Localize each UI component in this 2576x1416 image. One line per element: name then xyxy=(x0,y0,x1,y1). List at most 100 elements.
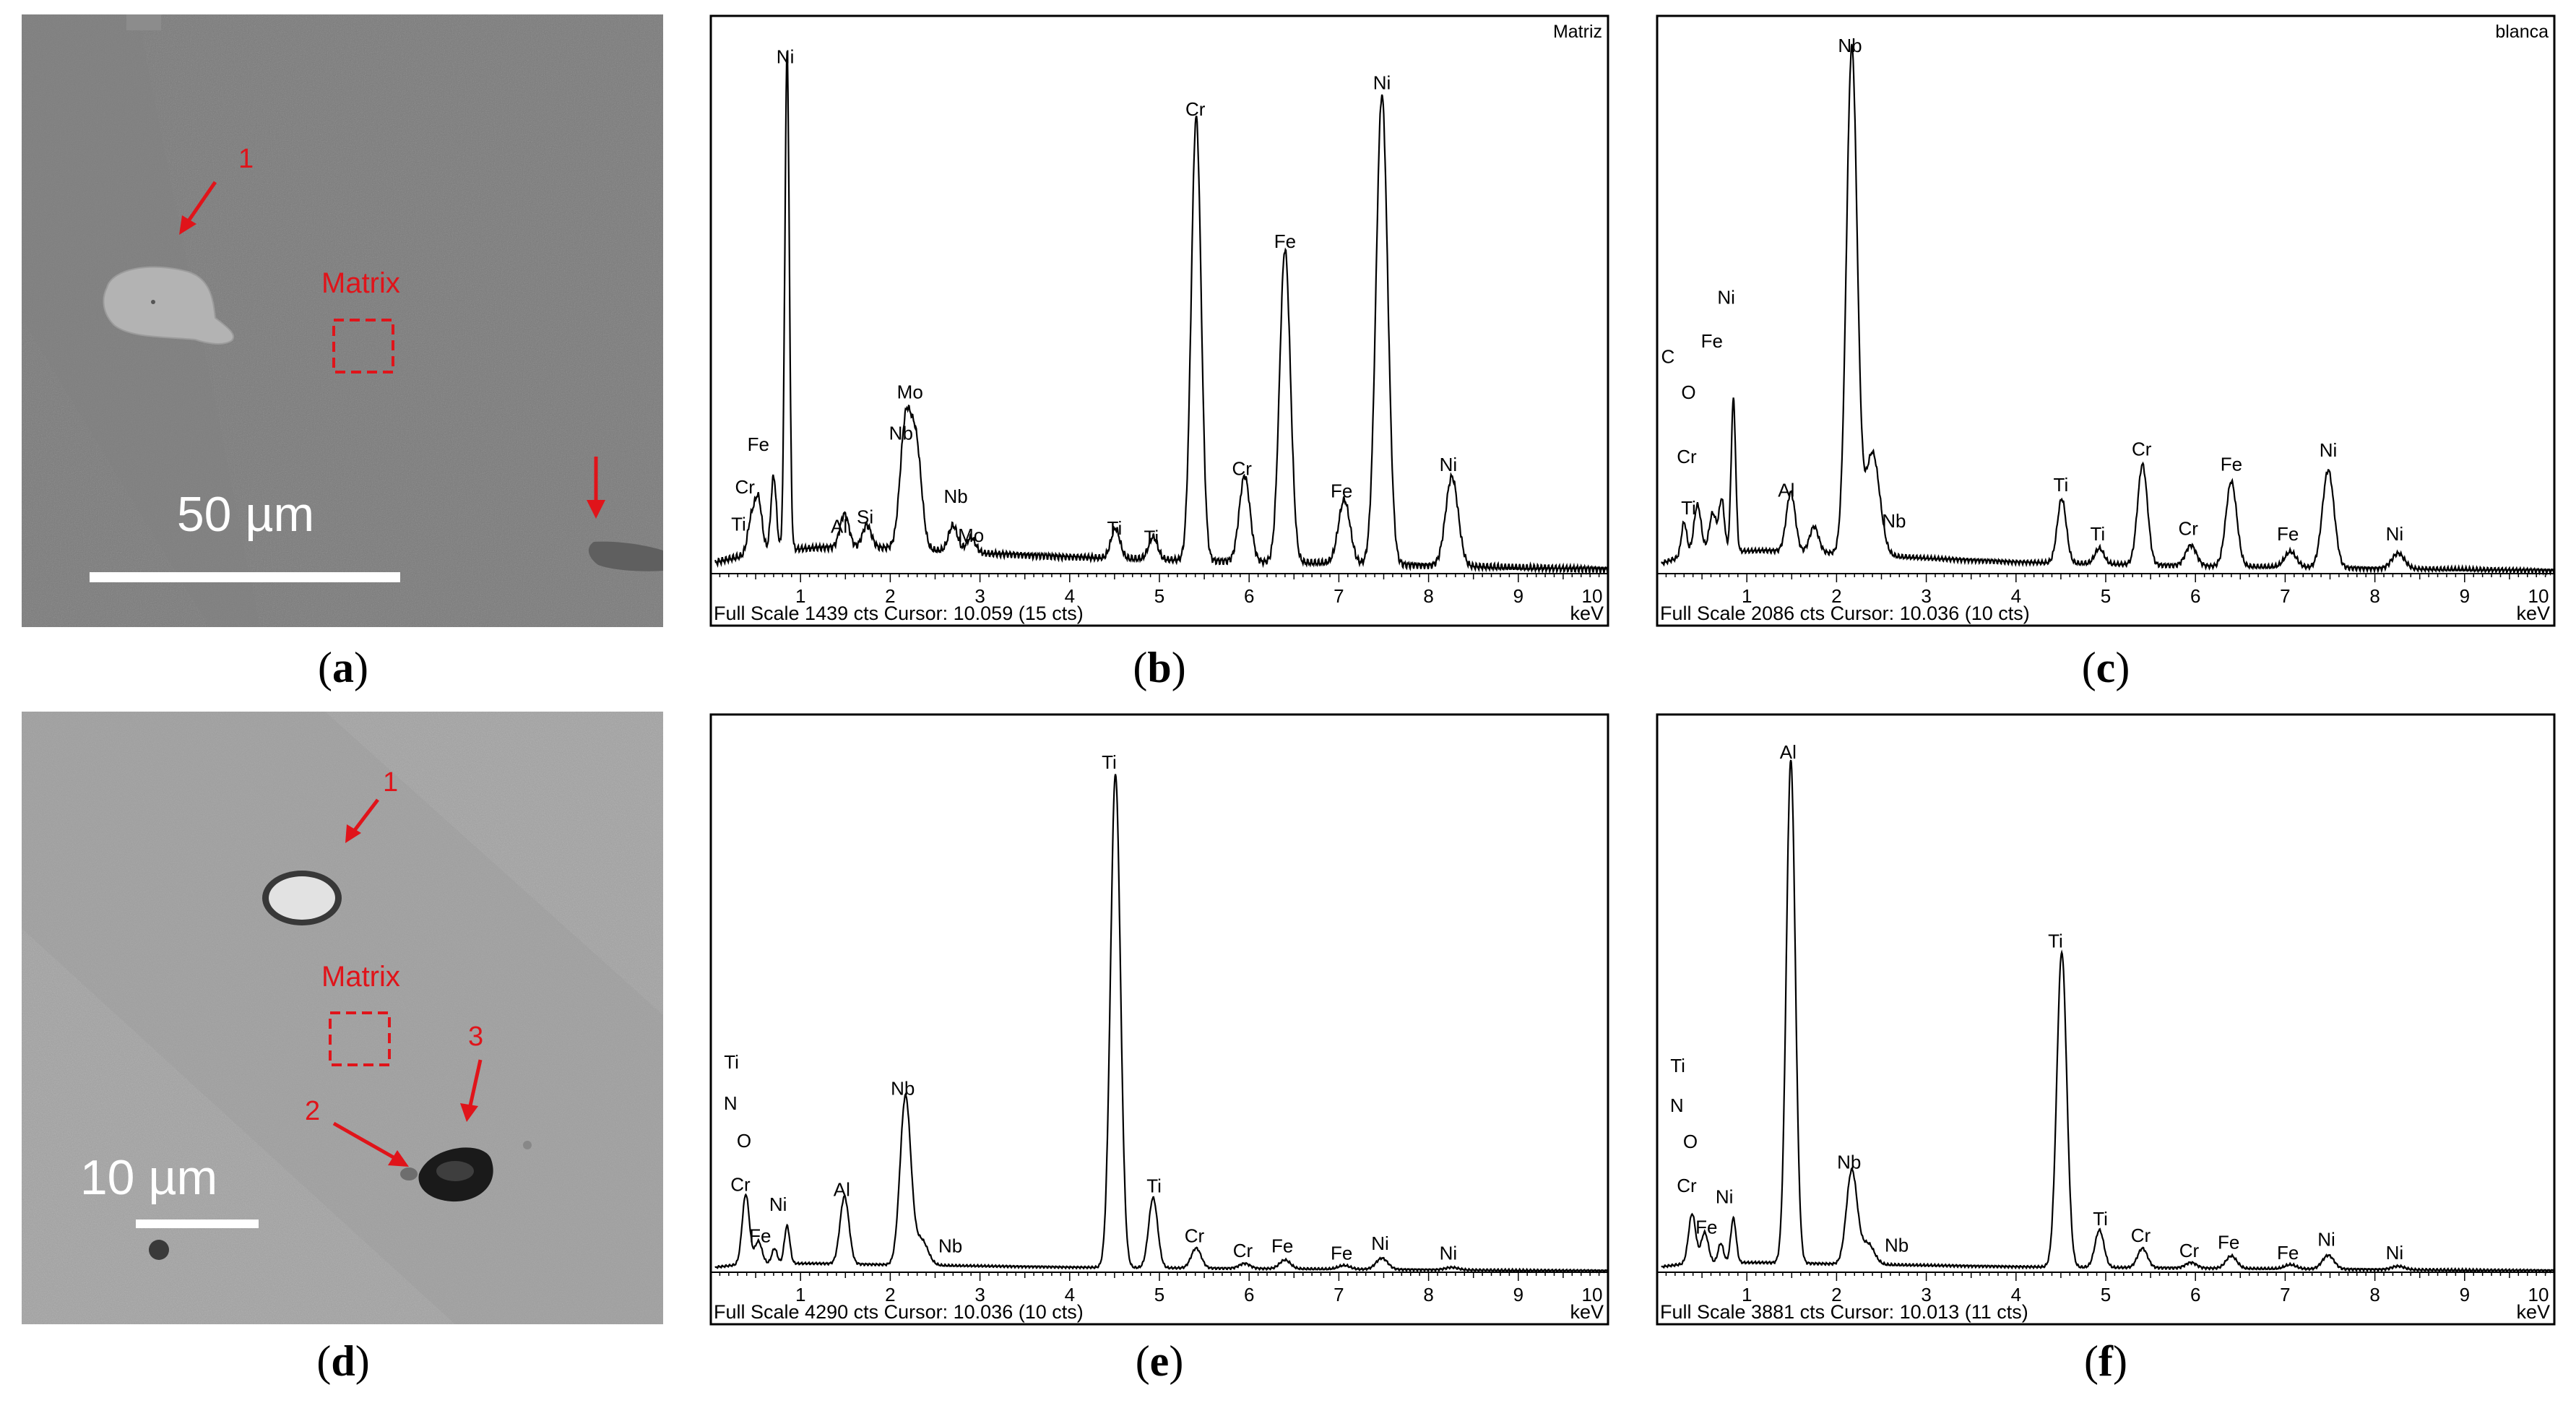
x-tick-label: 3 xyxy=(974,1284,985,1305)
sem-d-dark-spot xyxy=(149,1240,169,1260)
x-tick-label: 6 xyxy=(1244,1284,1254,1305)
peak-label: N xyxy=(1670,1095,1684,1116)
x-tick-label: 2 xyxy=(1831,585,1841,607)
peak-label: Cr xyxy=(2131,1225,2151,1246)
peak-label: Cr xyxy=(1232,457,1253,479)
sem-a-particle-1 xyxy=(103,266,235,345)
peak-label: Fe xyxy=(2277,1242,2299,1264)
x-tick-label: 6 xyxy=(2190,1284,2200,1305)
spectrum-trace xyxy=(1661,43,2556,577)
peak-label: Ti xyxy=(1102,751,1117,773)
x-tick-label: 4 xyxy=(2011,1284,2021,1305)
x-tick-label: 5 xyxy=(1154,585,1164,607)
peak-label: Fe xyxy=(1695,1216,1717,1238)
peak-label: Ti xyxy=(2093,1208,2108,1230)
peak-label: Ni xyxy=(769,1193,787,1215)
sem-d-inclusion-2 xyxy=(400,1167,418,1180)
peak-label: O xyxy=(1681,381,1695,403)
sem-d-grain-region xyxy=(22,712,663,1324)
x-axis-label: keV xyxy=(1570,603,1604,624)
x-tick-label: 3 xyxy=(974,585,985,607)
x-tick-label: 7 xyxy=(2280,585,2290,607)
x-tick-label: 5 xyxy=(2101,585,2111,607)
peak-label: Fe xyxy=(1271,1235,1293,1256)
sem-image-d: 1 Matrix 3 2 10 µm xyxy=(22,712,663,1324)
peak-label: Nb xyxy=(889,422,913,444)
peak-label: Nb xyxy=(943,485,967,507)
peak-label: Cr xyxy=(1233,1240,1253,1261)
spectrum-frame xyxy=(709,713,1609,1326)
sem-image-a: 1 Matrix 50 µm xyxy=(22,14,663,627)
peak-label: Cr xyxy=(1185,1225,1205,1246)
peak-label: N xyxy=(724,1092,738,1114)
x-tick-label: 10 xyxy=(1582,585,1603,607)
peak-label: Cr xyxy=(1185,98,1206,120)
x-tick-label: 2 xyxy=(885,1284,895,1305)
peak-label: Cr xyxy=(2179,518,2199,540)
x-tick-label: 10 xyxy=(1582,1284,1603,1305)
x-tick-label: 5 xyxy=(1154,1284,1164,1305)
x-axis-label: keV xyxy=(2516,603,2550,624)
x-tick-label: 4 xyxy=(1065,585,1075,607)
x-tick-label: 2 xyxy=(885,585,895,607)
peak-label: Ni xyxy=(2317,1229,2335,1251)
peak-label: Ni xyxy=(777,46,795,68)
peak-label: Cr xyxy=(1677,446,1697,467)
peak-label: Cr xyxy=(2132,438,2152,459)
peak-label: Ni xyxy=(2386,523,2404,545)
peak-label: Fe xyxy=(749,1225,771,1246)
peak-label: Fe xyxy=(2218,1231,2239,1253)
x-tick-label: 10 xyxy=(2528,1284,2549,1305)
spectrum-title: blanca xyxy=(2495,22,2549,42)
arrow-2-label-d: 2 xyxy=(305,1096,320,1126)
x-axis-label: keV xyxy=(2516,1301,2550,1323)
spectrum-trace xyxy=(1661,759,2555,1274)
spectrum-b: 1 2 3 4 5 6 7 8 9 10 Full Scale 1439 cts Cursor: 1… xyxy=(708,13,1611,629)
x-tick-label: 6 xyxy=(2190,585,2200,607)
x-tick-label: 6 xyxy=(1244,585,1254,607)
peak-label: Ni xyxy=(1440,1243,1458,1264)
peak-label: Fe xyxy=(2277,523,2299,545)
peak-label: Cr xyxy=(1677,1175,1697,1196)
peak-label: Ni xyxy=(1373,72,1391,94)
x-tick-label: 3 xyxy=(1921,585,1931,607)
sem-a-particle-2 xyxy=(588,541,663,571)
sem-d-background xyxy=(22,712,663,1324)
peak-label: Ni xyxy=(2386,1242,2404,1264)
peak-label: Ni xyxy=(1717,287,1735,308)
peak-label: Fe xyxy=(1331,480,1352,501)
spectrum-c: 1 2 3 4 5 6 7 8 9 10 Full Scale 2086 cts Cursor: 1… xyxy=(1654,13,2557,629)
caption-f: (f) xyxy=(2084,1337,2127,1385)
peak-label: Ti xyxy=(2048,931,2063,952)
peak-label: Ni xyxy=(1716,1186,1734,1207)
x-tick-label: 7 xyxy=(1334,1284,1344,1305)
arrow-1-head xyxy=(179,215,196,235)
peak-label: Ni xyxy=(1440,454,1458,475)
spectrum-footer: Full Scale 2086 cts Cursor: 10.036 (10 c… xyxy=(1660,603,2030,624)
peak-label: Fe xyxy=(1274,230,1296,252)
x-tick-label: 9 xyxy=(2460,585,2470,607)
peak-label: Ti xyxy=(1144,527,1159,548)
spectrum-trace xyxy=(714,51,1609,576)
peak-label: Ti xyxy=(1107,517,1123,539)
x-tick-label: 7 xyxy=(2280,1284,2290,1305)
peak-label: Ti xyxy=(731,514,746,535)
peak-label: Ti xyxy=(1670,1055,1685,1076)
peak-label: Nb xyxy=(938,1235,962,1256)
arrow-1-label: 1 xyxy=(238,144,254,174)
caption-c: (c) xyxy=(2081,644,2130,691)
peak-label: Ti xyxy=(2090,523,2105,545)
x-tick-label: 9 xyxy=(1513,585,1523,607)
x-tick-label: 8 xyxy=(1423,1284,1433,1305)
matrix-label-d: Matrix xyxy=(321,961,400,993)
peak-label: Ti xyxy=(1146,1175,1162,1196)
spectrum-footer: Full Scale 3881 cts Cursor: 10.013 (11 c… xyxy=(1660,1301,2028,1323)
peak-label: Ni xyxy=(1371,1232,1389,1254)
peak-label: Al xyxy=(831,515,847,537)
x-tick-label: 2 xyxy=(1831,1284,1841,1305)
matrix-box-d xyxy=(329,1011,391,1066)
x-axis-label: keV xyxy=(1570,1301,1604,1323)
x-tick-label: 1 xyxy=(795,1284,805,1305)
spectrum-e: 1 2 3 4 5 6 7 8 9 10 Full Scale 4290 cts Cursor: 1… xyxy=(708,712,1611,1327)
peak-label: Ti xyxy=(724,1051,739,1073)
